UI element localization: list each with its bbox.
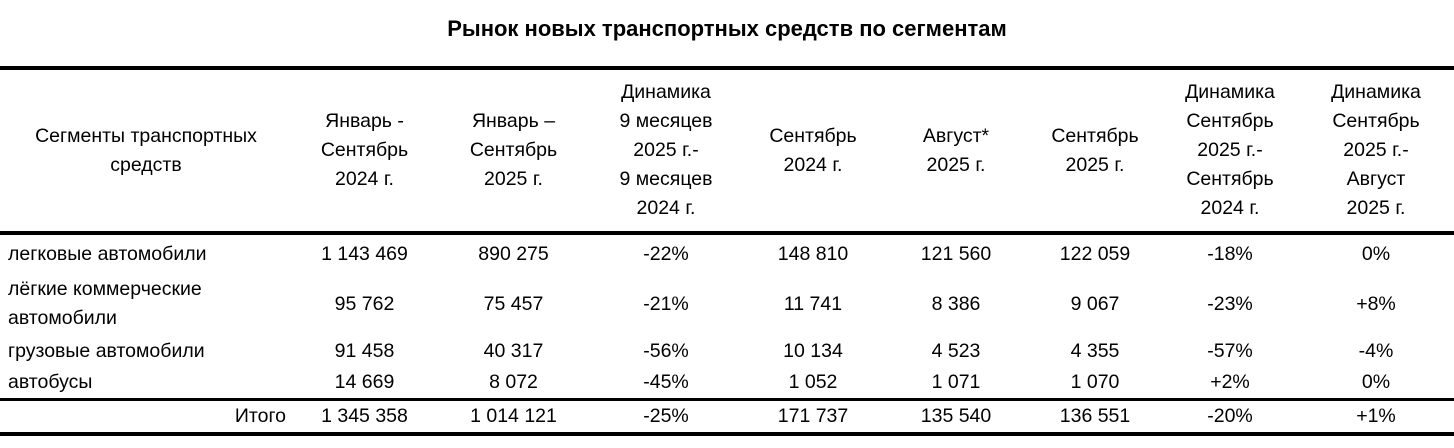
vehicle-market-report: Рынок новых транспортных средств по сегм… xyxy=(0,16,1454,436)
page-title: Рынок новых транспортных средств по сегм… xyxy=(447,16,1007,41)
cell-aug-2025: 121 560 xyxy=(920,242,992,265)
segment-label: легковые автомобили xyxy=(8,242,207,265)
table-row-lcv: лёгкие коммерческие автомобили 95 762 75… xyxy=(0,273,1454,335)
cell-jan-sep-2024: 91 458 xyxy=(334,339,395,362)
cell-dynamics-sep-aug: +8% xyxy=(1356,292,1396,315)
col-header-dynamics-sep-sep: Динамика Сентябрь 2025 г.- Сентябрь 2024… xyxy=(1162,66,1298,235)
cell-dynamics-sep-sep: -57% xyxy=(1207,339,1253,362)
cell-dynamics-sep-sep: +2% xyxy=(1210,371,1250,393)
cell-dynamics-sep-sep: -23% xyxy=(1207,292,1253,315)
table-row-trucks: грузовые автомобили 91 458 40 317 -56% 1… xyxy=(0,335,1454,367)
cell-aug-2025: 1 071 xyxy=(931,371,981,393)
total-dynamics-sep-sep: -20% xyxy=(1162,398,1298,436)
header-row: Сегменты транспортных средств Январь - С… xyxy=(0,66,1454,235)
cell-jan-sep-2024: 14 669 xyxy=(334,371,395,393)
cell-jan-sep-2024: 95 762 xyxy=(334,292,395,315)
cell-dynamics-9m: -56% xyxy=(643,339,689,362)
col-header-sep-2024: Сентябрь 2024 г. xyxy=(742,66,884,235)
cell-sep-2025: 1 070 xyxy=(1070,371,1120,393)
cell-sep-2024: 11 741 xyxy=(783,292,843,315)
total-row: Итого 1 345 358 1 014 121 -25% 171 737 1… xyxy=(0,398,1454,436)
col-header-jan-sep-2025: Январь – Сентябрь 2025 г. xyxy=(437,66,590,235)
total-sep-2025: 136 551 xyxy=(1028,398,1162,436)
segment-label: грузовые автомобили xyxy=(8,339,205,362)
cell-sep-2024: 10 134 xyxy=(783,339,843,362)
cell-dynamics-sep-aug: 0% xyxy=(1361,242,1391,265)
cell-jan-sep-2025: 890 275 xyxy=(478,242,549,265)
total-dynamics-9m: -25% xyxy=(590,398,742,436)
cell-sep-2025: 122 059 xyxy=(1059,242,1131,265)
cell-sep-2025: 9 067 xyxy=(1070,292,1120,315)
cell-sep-2025: 4 355 xyxy=(1070,339,1120,362)
total-dynamics-sep-aug: +1% xyxy=(1298,398,1454,436)
total-aug-2025: 135 540 xyxy=(884,398,1028,436)
cell-dynamics-sep-aug: -4% xyxy=(1358,339,1394,362)
cell-aug-2025: 8 386 xyxy=(931,292,981,315)
total-jan-sep-2025: 1 014 121 xyxy=(437,398,590,436)
cell-jan-sep-2025: 40 317 xyxy=(483,339,544,362)
total-sep-2024: 171 737 xyxy=(742,398,884,436)
cell-jan-sep-2025: 75 457 xyxy=(483,292,544,315)
cell-dynamics-9m: -22% xyxy=(643,242,689,265)
total-jan-sep-2024: 1 345 358 xyxy=(292,398,437,436)
col-header-aug-2025: Август* 2025 г. xyxy=(884,66,1028,235)
cell-sep-2024: 1 052 xyxy=(788,371,838,393)
cell-dynamics-sep-aug: 0% xyxy=(1361,371,1391,393)
cell-dynamics-9m: -45% xyxy=(643,371,689,393)
cell-jan-sep-2025: 8 072 xyxy=(489,371,538,393)
cell-dynamics-9m: -21% xyxy=(643,292,689,315)
col-header-dynamics-sep-aug: Динамика Сентябрь 2025 г.- Август 2025 г… xyxy=(1298,66,1454,235)
cell-jan-sep-2024: 1 143 469 xyxy=(321,242,408,265)
cell-aug-2025: 4 523 xyxy=(931,339,981,362)
col-header-dynamics-9m: Динамика 9 месяцев 2025 г.- 9 месяцев 20… xyxy=(590,66,742,235)
col-header-sep-2025: Сентябрь 2025 г. xyxy=(1028,66,1162,235)
total-label: Итого xyxy=(0,398,292,436)
col-header-jan-sep-2024: Январь - Сентябрь 2024 г. xyxy=(292,66,437,235)
col-header-segments: Сегменты транспортных средств xyxy=(0,66,292,235)
table-row-passenger-cars: легковые автомобили 1 143 469 890 275 -2… xyxy=(0,233,1454,273)
segments-table: Сегменты транспортных средств Январь - С… xyxy=(0,66,1454,436)
segment-label: автобусы xyxy=(8,371,93,393)
cell-sep-2024: 148 810 xyxy=(777,242,849,265)
segment-label: лёгкие коммерческие автомобили xyxy=(8,278,202,329)
table-row-buses: автобусы 14 669 8 072 -45% 1 052 1 071 1… xyxy=(0,367,1454,400)
cell-dynamics-sep-sep: -18% xyxy=(1207,242,1253,265)
